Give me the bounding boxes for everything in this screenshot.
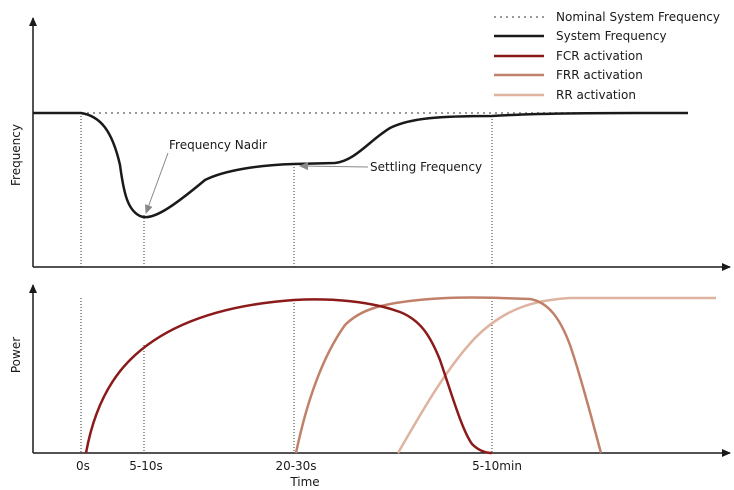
frequency-axis-title: Frequency xyxy=(9,124,23,186)
frr-activation-curve xyxy=(294,296,603,454)
nadir-arrow xyxy=(144,152,169,214)
frequency-panel: Frequency Frequency Nadir Settling Frequ… xyxy=(9,17,731,271)
legend-label-nominal: Nominal System Frequency xyxy=(556,10,720,24)
tick-label-5-10s: 5-10s xyxy=(129,459,163,473)
legend-label-system: System Frequency xyxy=(556,29,667,43)
settling-arrow xyxy=(299,162,369,171)
system-frequency-curve xyxy=(33,111,689,219)
time-axis-title: Time xyxy=(289,475,319,489)
time-ticks: 0s 5-10s 20-30s 5-10min xyxy=(76,459,522,473)
settling-label: Settling Frequency xyxy=(370,160,482,174)
tick-label-20-30s: 20-30s xyxy=(275,459,316,473)
fcr-activation-curve xyxy=(84,298,493,455)
power-panel: Power xyxy=(9,284,731,457)
tick-label-0s: 0s xyxy=(76,459,90,473)
legend-label-frr: FRR activation xyxy=(556,68,643,82)
rr-activation-curve xyxy=(396,296,716,454)
power-axis-title: Power xyxy=(9,337,23,373)
legend-label-fcr: FCR activation xyxy=(556,49,643,63)
legend-label-rr: RR activation xyxy=(556,88,636,102)
legend: Nominal System Frequency System Frequenc… xyxy=(494,10,720,102)
nadir-label: Frequency Nadir xyxy=(169,138,267,152)
tick-label-5-10min: 5-10min xyxy=(472,459,522,473)
